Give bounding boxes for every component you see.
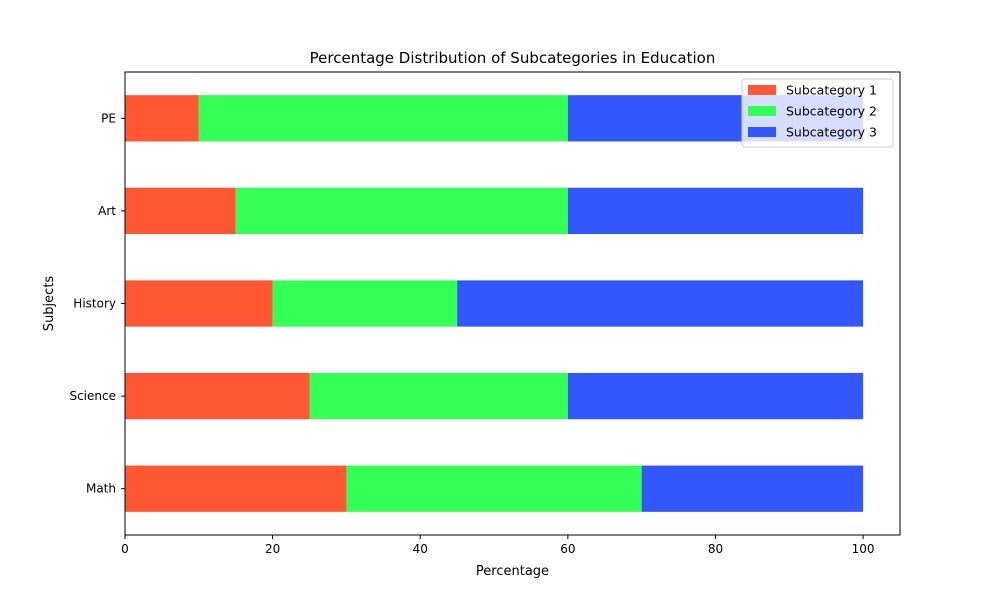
bars-group (125, 95, 864, 512)
bar-math-subcategory-3 (641, 465, 864, 512)
bar-science-subcategory-3 (567, 372, 864, 420)
legend-label-subcategory-3: Subcategory 3 (786, 125, 877, 140)
bar-pe-subcategory-2 (198, 95, 568, 142)
bar-math-subcategory-1 (125, 465, 347, 512)
x-tick-label: 0 (121, 542, 129, 556)
y-tick-label: Science (69, 389, 116, 403)
legend-swatch-subcategory-2 (748, 106, 776, 116)
bar-history-subcategory-2 (272, 280, 458, 327)
x-axis-ticks: 0 20 40 60 80 100 (121, 535, 875, 556)
x-tick-label: 80 (708, 542, 723, 556)
x-axis-label: Percentage (476, 564, 549, 579)
y-tick-label: Art (98, 204, 116, 218)
x-tick-label: 60 (560, 542, 575, 556)
legend-swatch-subcategory-1 (748, 85, 776, 95)
chart-title: Percentage Distribution of Subcategories… (310, 49, 716, 67)
x-tick-label: 20 (265, 542, 280, 556)
bar-art-subcategory-1 (125, 187, 236, 235)
y-tick-label: History (73, 297, 116, 311)
y-axis-ticks: Math Science History Art PE (69, 111, 125, 496)
legend: Subcategory 1 Subcategory 2 Subcategory 3 (741, 78, 894, 148)
legend-swatch-subcategory-3 (748, 127, 776, 137)
bar-science-subcategory-1 (125, 372, 310, 420)
bar-science-subcategory-2 (309, 372, 568, 420)
bar-art-subcategory-2 (235, 187, 568, 235)
bar-pe-subcategory-1 (125, 95, 199, 142)
legend-label-subcategory-1: Subcategory 1 (786, 83, 877, 98)
bar-art-subcategory-3 (567, 187, 864, 235)
y-tick-label: Math (86, 482, 116, 496)
x-tick-label: 40 (413, 542, 428, 556)
x-tick-label: 100 (852, 542, 875, 556)
bar-history-subcategory-3 (457, 280, 864, 327)
legend-label-subcategory-2: Subcategory 2 (786, 104, 877, 119)
bar-history-subcategory-1 (125, 280, 273, 327)
legend-frame (741, 78, 894, 148)
y-tick-label: PE (101, 111, 116, 125)
y-axis-label: Subjects (42, 276, 57, 332)
bar-math-subcategory-2 (346, 465, 642, 512)
